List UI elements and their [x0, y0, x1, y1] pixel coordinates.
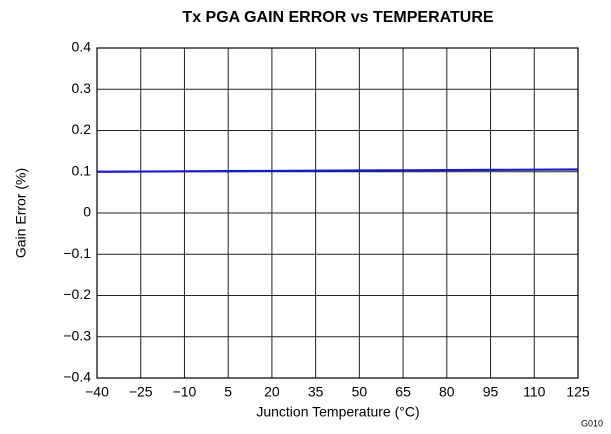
x-axis-label: Junction Temperature (°C)	[256, 404, 419, 420]
data-line	[96, 168, 579, 173]
x-tick-label: 20	[264, 384, 280, 400]
x-tick-label: 110	[523, 384, 546, 400]
y-tick-label: 0.2	[72, 121, 92, 137]
plot-frame	[96, 47, 579, 379]
y-tick-label: 0	[83, 204, 91, 220]
figure-code: G010	[581, 418, 603, 428]
x-tick-label: −25	[129, 384, 153, 400]
y-tick-label: −0.4	[63, 369, 91, 385]
y-tick-label: −0.3	[63, 327, 91, 343]
x-tick-label: −10	[173, 384, 197, 400]
x-tick-label: 5	[224, 384, 232, 400]
y-tick-label: 0.3	[72, 80, 92, 96]
x-tick-label: 35	[308, 384, 324, 400]
x-tick-label: 65	[395, 384, 411, 400]
x-tick-label: 80	[439, 384, 455, 400]
x-tick-label: 50	[352, 384, 368, 400]
y-axis-label: Gain Error (%)	[13, 168, 29, 258]
chart-title: Tx PGA GAIN ERROR vs TEMPERATURE	[182, 9, 493, 26]
y-tick-label: −0.2	[63, 286, 91, 302]
y-tick-label: 0.4	[72, 39, 92, 55]
y-tick-label: −0.1	[63, 245, 91, 261]
x-tick-label: −40	[85, 384, 109, 400]
x-tick-label: 125	[566, 384, 590, 400]
x-tick-label: 95	[483, 384, 499, 400]
y-tick-label: 0.1	[72, 162, 92, 178]
